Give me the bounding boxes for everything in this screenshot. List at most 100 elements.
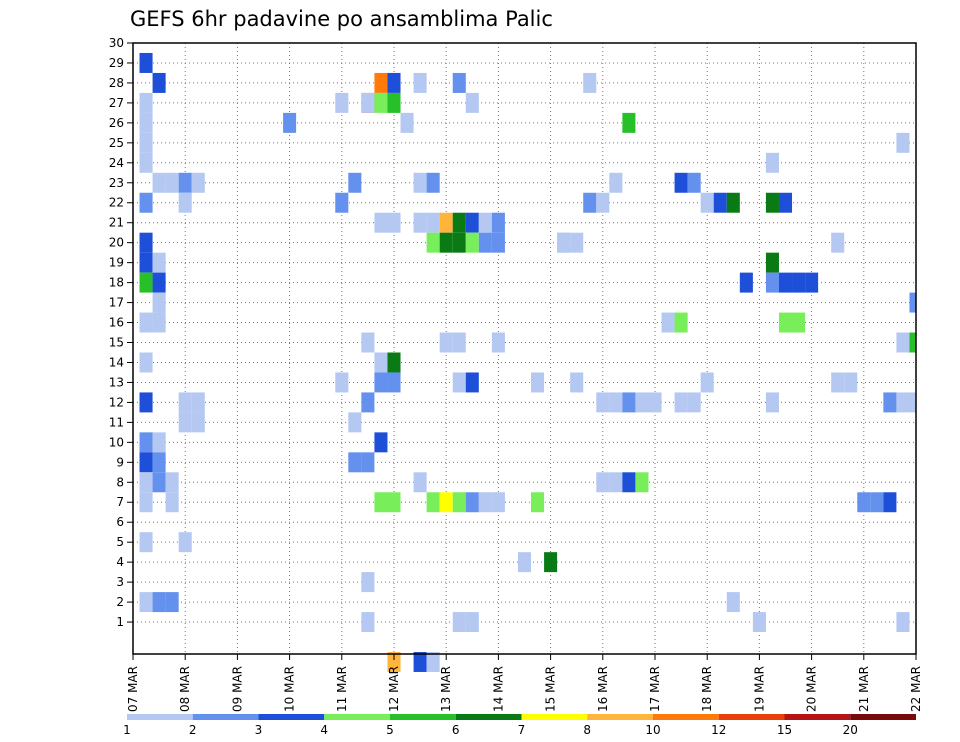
y-tick-label: 30 [109, 36, 124, 50]
heatmap-cell [139, 472, 153, 493]
heatmap-cell [478, 492, 492, 513]
heatmap-cell [361, 572, 375, 593]
heatmap-cell [883, 492, 897, 513]
heatmap-cell [674, 312, 688, 333]
heatmap-cell [165, 492, 179, 513]
y-tick-label: 10 [109, 435, 124, 449]
y-tick-label: 15 [109, 336, 124, 350]
x-tick-label: 17 MAR [648, 666, 662, 712]
heatmap-cell [452, 372, 466, 393]
heatmap-cell [870, 492, 884, 513]
chart-title: GEFS 6hr padavine po ansamblima Palic [130, 7, 553, 31]
y-tick-label: 4 [116, 555, 124, 569]
heatmap-cell [426, 492, 440, 513]
heatmap-cell [387, 92, 401, 113]
heatmap-cell [400, 112, 414, 133]
heatmap-cell [374, 92, 388, 113]
y-tick-label: 20 [109, 236, 124, 250]
heatmap-cell [687, 392, 701, 413]
heatmap-cell [191, 172, 205, 193]
y-tick-label: 5 [116, 535, 124, 549]
heatmap-cell [387, 492, 401, 513]
plot-frame [132, 42, 917, 655]
heatmap-cell [452, 232, 466, 253]
x-tick-label: 19 MAR [752, 666, 766, 712]
y-tick-label: 24 [109, 156, 124, 170]
heatmap-cell [413, 72, 427, 93]
x-tick-label: 12 MAR [387, 666, 401, 712]
colorbar-swatch [587, 714, 653, 720]
y-tick-label: 6 [116, 515, 124, 529]
heatmap-cell [531, 372, 545, 393]
y-tick-label: 19 [109, 256, 124, 270]
heatmap-cell [139, 192, 153, 213]
heatmap-cell [139, 592, 153, 613]
heatmap-cell [283, 112, 297, 133]
heatmap-cell [896, 392, 910, 413]
colorbar-label: 7 [518, 723, 526, 737]
heatmap-cell [465, 212, 479, 233]
heatmap-cell [726, 192, 740, 213]
y-tick-label: 16 [109, 316, 124, 330]
heatmap-cell [152, 172, 166, 193]
y-tick-label: 17 [109, 296, 124, 310]
heatmap-cell [544, 552, 558, 573]
heatmap-cell [452, 332, 466, 353]
heatmap-cell [909, 332, 916, 353]
heatmap-cell [596, 472, 610, 493]
heatmap-cell [831, 372, 845, 393]
heatmap-cell [465, 612, 479, 633]
heatmap-cell [426, 232, 440, 253]
colorbar-swatch [784, 714, 851, 720]
heatmap-cell [570, 372, 584, 393]
heatmap-cell [387, 352, 401, 373]
heatmap-cell [439, 332, 453, 353]
heatmap-cell [661, 312, 675, 333]
heatmap-cell [648, 392, 662, 413]
x-tick-label: 15 MAR [544, 666, 558, 712]
y-tick-label: 22 [109, 196, 124, 210]
x-tick-label: 14 MAR [491, 666, 505, 712]
heatmap-cell [152, 592, 166, 613]
y-tick-label: 7 [116, 495, 124, 509]
heatmap-cell [713, 192, 727, 213]
heatmap-cell [792, 272, 806, 293]
heatmap-cell [765, 192, 779, 213]
colorbar-label: 1 [123, 723, 131, 737]
heatmap-cell [674, 392, 688, 413]
heatmap-cell [609, 472, 623, 493]
y-tick-label: 29 [109, 56, 124, 70]
heatmap-cell [635, 472, 649, 493]
heatmap-cell [478, 212, 492, 233]
colorbar-label: 3 [255, 723, 263, 737]
heatmap-cell [752, 612, 766, 633]
heatmap-cell [374, 72, 388, 93]
x-tick-label: 09 MAR [230, 666, 244, 712]
colorbar-label: 6 [452, 723, 460, 737]
heatmap-cell [896, 612, 910, 633]
heatmap-cell [491, 232, 505, 253]
heatmap-cell [609, 172, 623, 193]
colorbar-swatch [850, 714, 916, 720]
heatmap-cell [452, 492, 466, 513]
heatmap-cell [348, 172, 362, 193]
heatmap-cell [896, 132, 910, 153]
heatmap-cell [778, 312, 793, 333]
heatmap-cell [557, 232, 571, 253]
colorbar-label: 2 [189, 723, 197, 737]
heatmap-cell [674, 172, 688, 193]
heatmap-cell [152, 72, 166, 93]
y-tick-label: 23 [109, 176, 124, 190]
heatmap-cell [139, 312, 153, 333]
colorbar-label: 5 [386, 723, 394, 737]
heatmap-cell [857, 492, 871, 513]
x-tick-label: 11 MAR [335, 666, 349, 712]
heatmap-cell [465, 372, 479, 393]
heatmap-cell [387, 72, 401, 93]
heatmap-cell [413, 212, 427, 233]
heatmap-cell [139, 232, 153, 253]
heatmap-cell [374, 212, 388, 233]
heatmap-cell [844, 372, 858, 393]
heatmap-cell [413, 172, 427, 193]
